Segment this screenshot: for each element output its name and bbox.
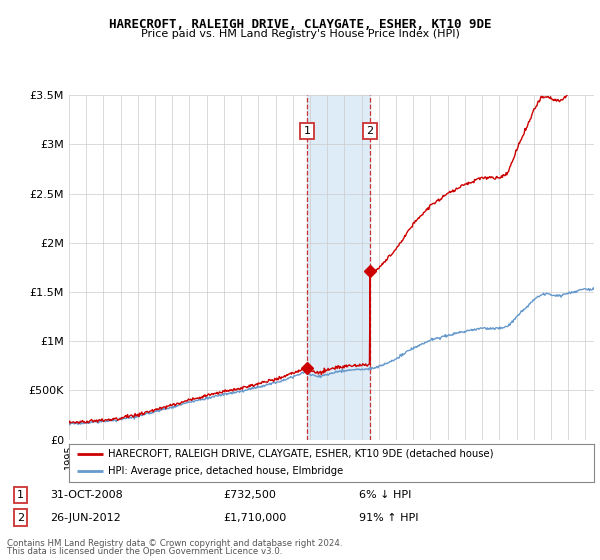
Text: HARECROFT, RALEIGH DRIVE, CLAYGATE, ESHER, KT10 9DE (detached house): HARECROFT, RALEIGH DRIVE, CLAYGATE, ESHE… (109, 449, 494, 459)
Text: 2: 2 (17, 512, 24, 522)
Text: Contains HM Land Registry data © Crown copyright and database right 2024.: Contains HM Land Registry data © Crown c… (7, 539, 343, 548)
Text: £732,500: £732,500 (224, 490, 277, 500)
Text: 1: 1 (304, 127, 311, 137)
Text: 31-OCT-2008: 31-OCT-2008 (50, 490, 123, 500)
Text: This data is licensed under the Open Government Licence v3.0.: This data is licensed under the Open Gov… (7, 547, 283, 556)
Text: 1: 1 (17, 490, 24, 500)
Text: 6% ↓ HPI: 6% ↓ HPI (359, 490, 411, 500)
Text: 2: 2 (367, 127, 374, 137)
Text: 91% ↑ HPI: 91% ↑ HPI (359, 512, 418, 522)
Text: 26-JUN-2012: 26-JUN-2012 (50, 512, 121, 522)
Bar (307, 95, 370, 440)
Text: HPI: Average price, detached house, Elmbridge: HPI: Average price, detached house, Elmb… (109, 466, 344, 477)
Text: £1,710,000: £1,710,000 (224, 512, 287, 522)
Text: HARECROFT, RALEIGH DRIVE, CLAYGATE, ESHER, KT10 9DE: HARECROFT, RALEIGH DRIVE, CLAYGATE, ESHE… (109, 18, 491, 31)
Text: Price paid vs. HM Land Registry's House Price Index (HPI): Price paid vs. HM Land Registry's House … (140, 29, 460, 39)
